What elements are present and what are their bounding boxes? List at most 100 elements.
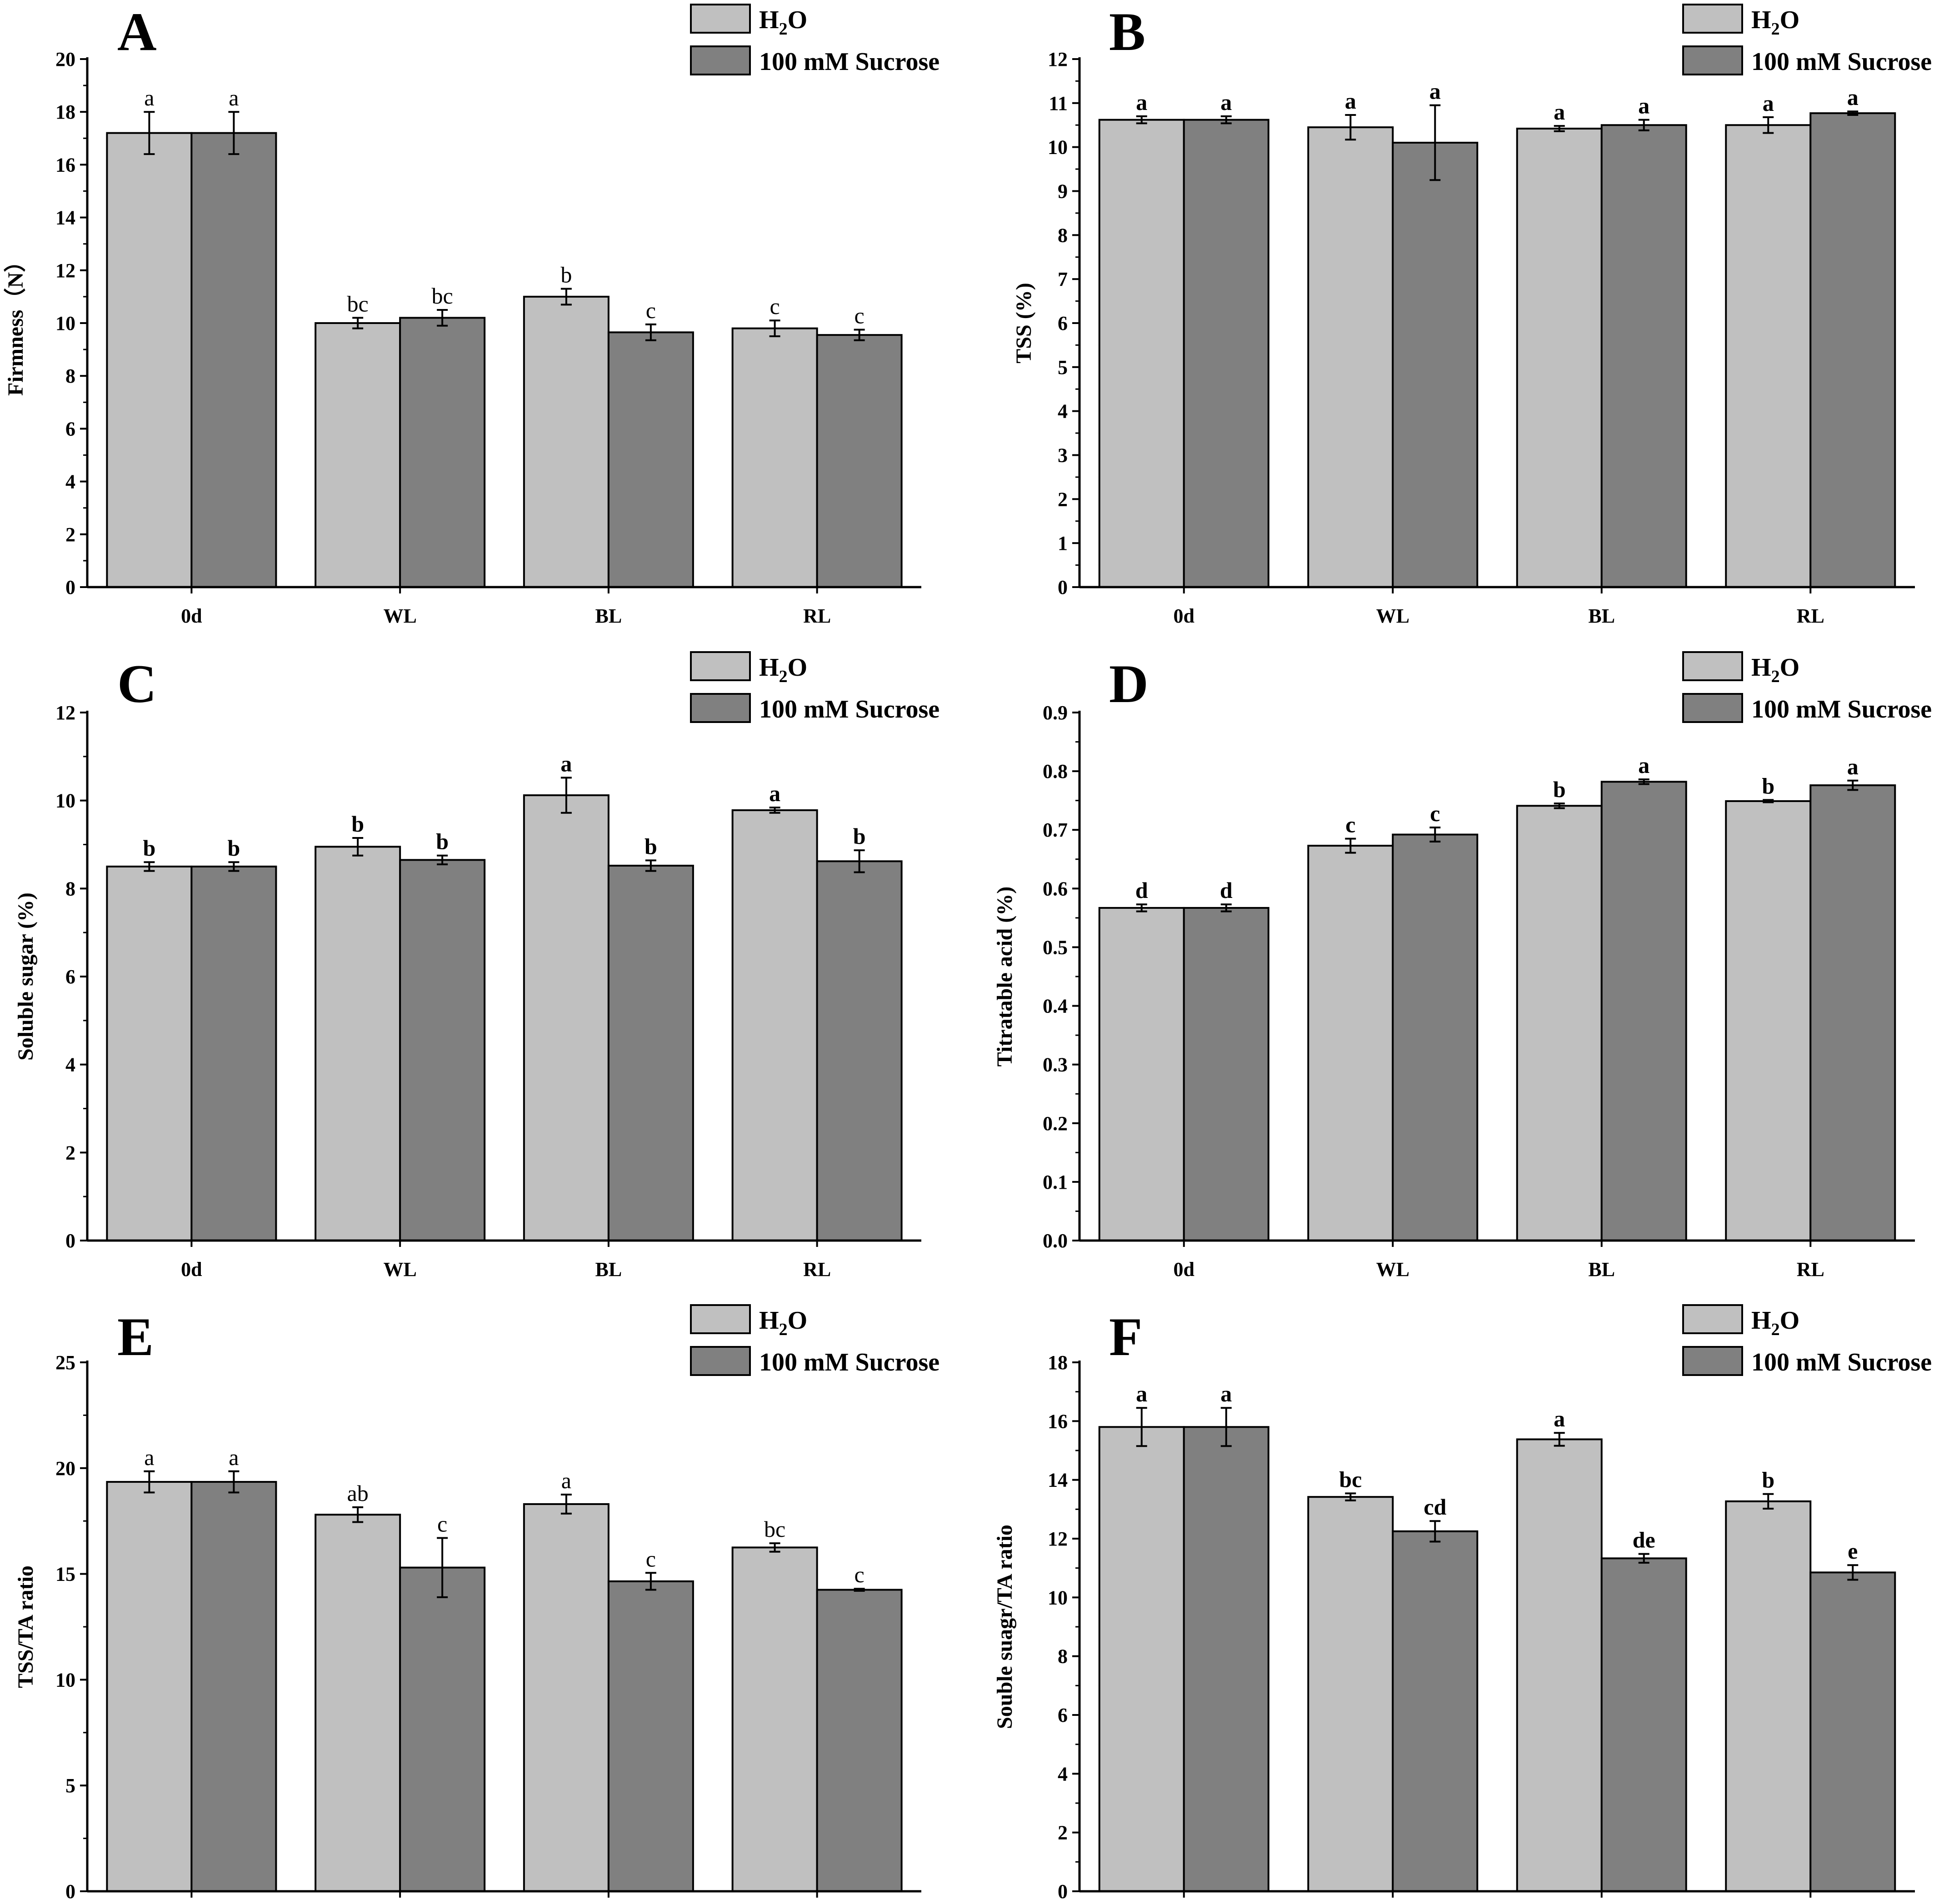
significance-label: a <box>1763 90 1774 116</box>
significance-label: a <box>1638 753 1649 778</box>
bar-sucrose-bl <box>1600 124 1687 588</box>
bar-h2o-0d <box>106 132 193 588</box>
x-tick-label: 0d <box>181 1258 202 1281</box>
y-tick-label: 9 <box>1058 180 1068 203</box>
significance-label: a <box>1429 79 1441 104</box>
x-tick-label: WL <box>1376 1258 1409 1281</box>
y-tick-label: 6 <box>1058 1704 1068 1726</box>
legend: H2O 100 mM Sucrose <box>1682 651 1932 723</box>
significance-label: bc <box>432 283 453 309</box>
legend-label-sucrose: 100 mM Sucrose <box>1751 48 1932 76</box>
significance-label: b <box>560 262 572 287</box>
y-tick-label: 0.0 <box>1043 1230 1068 1252</box>
bar-sucrose-wl <box>1392 141 1479 588</box>
y-tick-label: 14 <box>55 207 75 229</box>
y-tick-label: 10 <box>55 790 75 812</box>
bar-h2o-bl <box>1516 1438 1603 1893</box>
bar-sucrose-bl <box>607 1580 694 1892</box>
panel-label: A <box>117 1 157 62</box>
y-tick-label: 0 <box>1058 576 1068 598</box>
legend-label-h2o: H2O <box>1751 6 1799 39</box>
panel-label: C <box>117 653 157 714</box>
significance-label: b <box>645 833 657 859</box>
legend: H2O 100 mM Sucrose <box>690 651 940 723</box>
bar-sucrose-0d <box>190 865 277 1241</box>
significance-label: c <box>1430 801 1440 826</box>
chart-e: Eaa0dabcWLacBLbccRL0510152025TSS/TA rati… <box>14 1304 940 1903</box>
y-tick-label: 20 <box>55 1457 75 1480</box>
legend-label-h2o: H2O <box>1751 1306 1799 1339</box>
significance-label: b <box>853 823 866 849</box>
y-tick-label: 0 <box>65 1230 75 1252</box>
legend-label-h2o: H2O <box>1751 653 1799 686</box>
bar-h2o-rl <box>1725 124 1812 588</box>
significance-label: c <box>770 294 780 319</box>
bar-sucrose-bl <box>607 331 694 588</box>
y-tick-label: 12 <box>55 702 75 724</box>
legend-swatch-sucrose <box>690 693 751 723</box>
x-tick-label: RL <box>803 1258 831 1281</box>
bar-sucrose-rl <box>1809 1571 1896 1893</box>
legend-swatch-h2o <box>1682 1304 1743 1334</box>
x-tick-label: RL <box>803 605 831 627</box>
x-tick-label: WL <box>383 1258 416 1281</box>
significance-label: a <box>144 85 154 110</box>
x-tick-label: BL <box>595 605 622 627</box>
panel-label: B <box>1109 1 1145 62</box>
x-tick-label: 0d <box>181 605 202 627</box>
significance-label: ab <box>347 1480 369 1506</box>
bar-sucrose-wl <box>399 859 486 1242</box>
y-tick-label: 8 <box>65 365 75 387</box>
y-tick-label: 8 <box>65 877 75 900</box>
legend-label-h2o: H2O <box>759 6 807 39</box>
bar-h2o-0d <box>106 865 193 1241</box>
legend: H2O 100 mM Sucrose <box>1682 4 1932 76</box>
y-tick-label: 0 <box>65 576 75 598</box>
y-tick-label: 0.9 <box>1043 702 1068 724</box>
bar-h2o-0d <box>1098 907 1185 1241</box>
y-axis-label: Titratable acid (%) <box>993 887 1017 1067</box>
bar-sucrose-0d <box>1183 907 1269 1241</box>
y-tick-label: 0 <box>1058 1880 1068 1903</box>
bar-h2o-wl <box>1307 126 1394 588</box>
significance-label: de <box>1633 1527 1655 1553</box>
legend-label-sucrose: 100 mM Sucrose <box>759 48 940 76</box>
y-tick-label: 4 <box>65 471 75 493</box>
y-tick-label: 11 <box>1049 92 1068 115</box>
significance-label: a <box>769 781 780 806</box>
x-tick-label: 0d <box>1174 605 1194 627</box>
legend: H2O 100 mM Sucrose <box>1682 1304 1932 1376</box>
chart-f: Faa0dbccdWLadeBLbeRL024681012141618Soubl… <box>993 1304 1932 1903</box>
significance-label: b <box>351 811 364 837</box>
chart-c: Cb b 0d b b WL a b BL a b RL 0 2 4 6 8 10 12 Soluble sugar … <box>14 651 940 1281</box>
y-tick-label: 4 <box>1058 400 1068 423</box>
bar-h2o-bl <box>523 295 610 588</box>
significance-label: c <box>437 1511 447 1536</box>
significance-label: a <box>1136 90 1147 115</box>
y-tick-label: 0.5 <box>1043 936 1068 958</box>
significance-label: b <box>1553 777 1566 802</box>
significance-label: b <box>1762 773 1774 798</box>
bar-sucrose-wl <box>399 317 486 588</box>
significance-label: b <box>143 835 155 861</box>
y-tick-label: 14 <box>1048 1469 1068 1491</box>
y-tick-label: 6 <box>65 418 75 440</box>
legend-swatch-sucrose <box>690 45 751 75</box>
chart-d: Dd d 0d c c WL b a BL b a RL 0.0 0.1 0.2 0.3 0.4 0.5 0.6 0.… <box>993 651 1932 1281</box>
y-tick-label: 2 <box>1058 488 1068 510</box>
y-tick-label: 18 <box>1048 1351 1068 1374</box>
y-tick-label: 6 <box>65 966 75 988</box>
significance-label: a <box>560 751 572 776</box>
y-axis-label: TSS/TA ratio <box>14 1565 38 1688</box>
x-tick-label: BL <box>1588 1258 1615 1281</box>
significance-label: c <box>1345 812 1355 837</box>
legend: H2O 100 mM Sucrose <box>690 1304 940 1376</box>
legend-swatch-h2o <box>690 1304 751 1334</box>
y-tick-label: 4 <box>1058 1763 1068 1785</box>
y-tick-label: 20 <box>55 48 75 70</box>
bar-sucrose-rl <box>816 334 903 588</box>
legend-label-sucrose: 100 mM Sucrose <box>1751 695 1932 723</box>
